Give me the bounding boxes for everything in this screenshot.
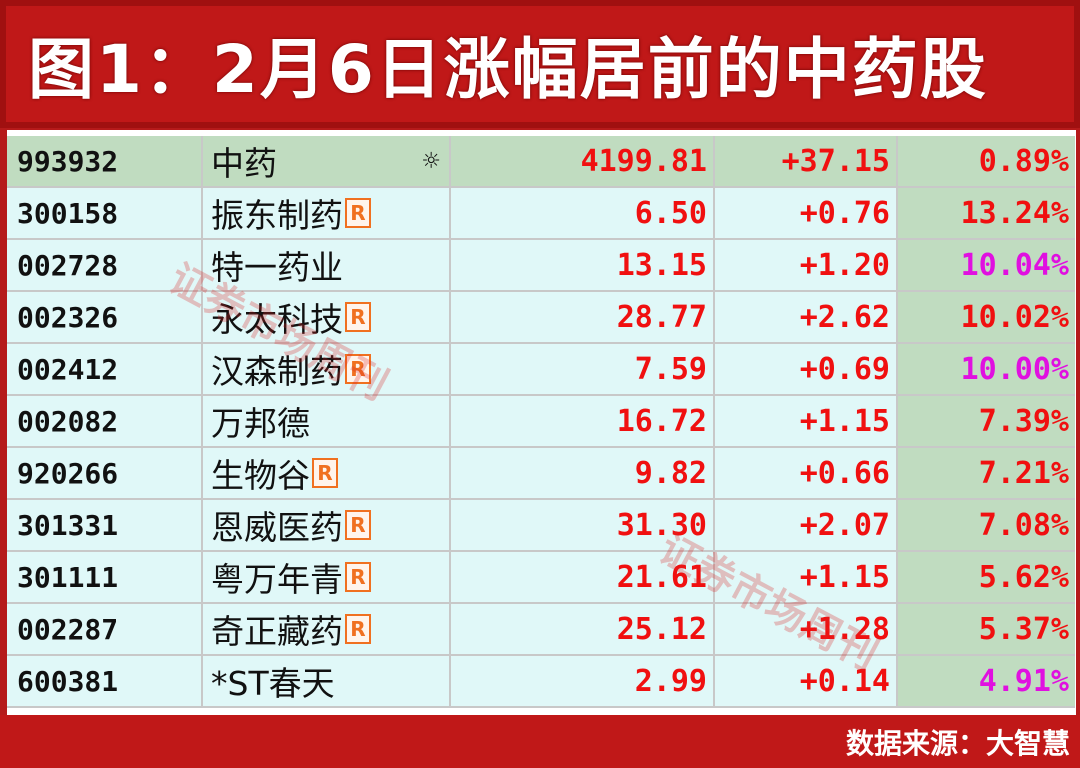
- stock-name: 永太科技: [211, 300, 343, 339]
- stock-code: 301331: [7, 500, 203, 550]
- change-percent: 10.02%: [898, 292, 1075, 342]
- footer-bar: 数据来源：大智慧: [0, 715, 1080, 768]
- stock-name-cell: 万邦德: [203, 396, 451, 446]
- sun-icon: ☼: [421, 148, 441, 174]
- r-badge-icon: R: [345, 302, 371, 332]
- change-percent: 7.21%: [898, 448, 1075, 498]
- table-row[interactable]: 300158 振东制药 R 6.50 +0.76 13.24%: [7, 188, 1075, 240]
- r-badge-icon: R: [312, 458, 338, 488]
- table-row[interactable]: 600381 *ST春天 2.99 +0.14 4.91%: [7, 656, 1075, 708]
- change-percent: 7.39%: [898, 396, 1075, 446]
- change: +37.15: [715, 136, 898, 186]
- stock-name-cell: 中药 ☼: [203, 136, 451, 186]
- stock-name-cell: 振东制药 R: [203, 188, 451, 238]
- stock-code: 002412: [7, 344, 203, 394]
- stock-name-cell: 永太科技 R: [203, 292, 451, 342]
- stock-name: 粤万年青: [211, 560, 343, 599]
- price: 31.30: [451, 500, 715, 550]
- stock-table: 993932 中药 ☼ 4199.81 +37.15 0.89% 300158 振东制药 R 6.…: [4, 130, 1076, 715]
- change: +0.69: [715, 344, 898, 394]
- change: +0.76: [715, 188, 898, 238]
- stock-name-cell: 生物谷 R: [203, 448, 451, 498]
- data-source: 数据来源：大智慧: [845, 726, 1070, 760]
- stock-code: 002728: [7, 240, 203, 290]
- r-badge-icon: R: [345, 354, 371, 384]
- stock-name-cell: 汉森制药 R: [203, 344, 451, 394]
- title-bar: 图1：2月6日涨幅居前的中药股: [0, 0, 1080, 128]
- price: 6.50: [451, 188, 715, 238]
- table-row[interactable]: 002412 汉森制药 R 7.59 +0.69 10.00%: [7, 344, 1075, 396]
- table-row[interactable]: 002326 永太科技 R 28.77 +2.62 10.02%: [7, 292, 1075, 344]
- change-percent: 7.08%: [898, 500, 1075, 550]
- r-badge-icon: R: [345, 510, 371, 540]
- stock-name: 振东制药: [211, 196, 343, 235]
- stock-name: 奇正藏药: [211, 612, 343, 651]
- change-percent: 10.00%: [898, 344, 1075, 394]
- table-row[interactable]: 002728 特一药业 13.15 +1.20 10.04%: [7, 240, 1075, 292]
- stock-code: 002082: [7, 396, 203, 446]
- stock-name-cell: 奇正藏药 R: [203, 604, 451, 654]
- stock-name-cell: 特一药业: [203, 240, 451, 290]
- change: +2.07: [715, 500, 898, 550]
- stock-name: 特一药业: [211, 248, 343, 287]
- page-title: 图1：2月6日涨幅居前的中药股: [28, 31, 988, 108]
- r-badge-icon: R: [345, 198, 371, 228]
- stock-name: 生物谷: [211, 456, 310, 495]
- stock-name: 汉森制药: [211, 352, 343, 391]
- change-percent: 5.37%: [898, 604, 1075, 654]
- table-row[interactable]: 920266 生物谷 R 9.82 +0.66 7.21%: [7, 448, 1075, 500]
- stock-code: 993932: [7, 136, 203, 186]
- table-row[interactable]: 993932 中药 ☼ 4199.81 +37.15 0.89%: [7, 136, 1075, 188]
- price: 28.77: [451, 292, 715, 342]
- stock-code: 301111: [7, 552, 203, 602]
- stock-code: 002287: [7, 604, 203, 654]
- price: 2.99: [451, 656, 715, 706]
- table-row[interactable]: 301111 粤万年青 R 21.61 +1.15 5.62%: [7, 552, 1075, 604]
- r-badge-icon: R: [345, 614, 371, 644]
- stock-name: 万邦德: [211, 404, 310, 443]
- price: 16.72: [451, 396, 715, 446]
- stock-name: *ST春天: [211, 664, 335, 703]
- change-percent: 13.24%: [898, 188, 1075, 238]
- change: +1.15: [715, 396, 898, 446]
- price: 13.15: [451, 240, 715, 290]
- change: +2.62: [715, 292, 898, 342]
- stock-name-cell: *ST春天: [203, 656, 451, 706]
- stock-code: 600381: [7, 656, 203, 706]
- price: 25.12: [451, 604, 715, 654]
- table-row[interactable]: 002082 万邦德 16.72 +1.15 7.39%: [7, 396, 1075, 448]
- table-row[interactable]: 002287 奇正藏药 R 25.12 +1.28 5.37%: [7, 604, 1075, 656]
- stock-name-cell: 恩威医药 R: [203, 500, 451, 550]
- change: +1.15: [715, 552, 898, 602]
- change-percent: 0.89%: [898, 136, 1075, 186]
- price: 4199.81: [451, 136, 715, 186]
- stock-code: 920266: [7, 448, 203, 498]
- price: 7.59: [451, 344, 715, 394]
- r-badge-icon: R: [345, 562, 371, 592]
- stock-code: 300158: [7, 188, 203, 238]
- change: +1.20: [715, 240, 898, 290]
- change-percent: 10.04%: [898, 240, 1075, 290]
- table-row[interactable]: 301331 恩威医药 R 31.30 +2.07 7.08%: [7, 500, 1075, 552]
- stock-code: 002326: [7, 292, 203, 342]
- price: 21.61: [451, 552, 715, 602]
- change: +0.66: [715, 448, 898, 498]
- price: 9.82: [451, 448, 715, 498]
- stock-name: 恩威医药: [211, 508, 343, 547]
- change-percent: 5.62%: [898, 552, 1075, 602]
- stock-name-cell: 粤万年青 R: [203, 552, 451, 602]
- stock-name: 中药: [211, 144, 277, 183]
- change-percent: 4.91%: [898, 656, 1075, 706]
- change: +1.28: [715, 604, 898, 654]
- change: +0.14: [715, 656, 898, 706]
